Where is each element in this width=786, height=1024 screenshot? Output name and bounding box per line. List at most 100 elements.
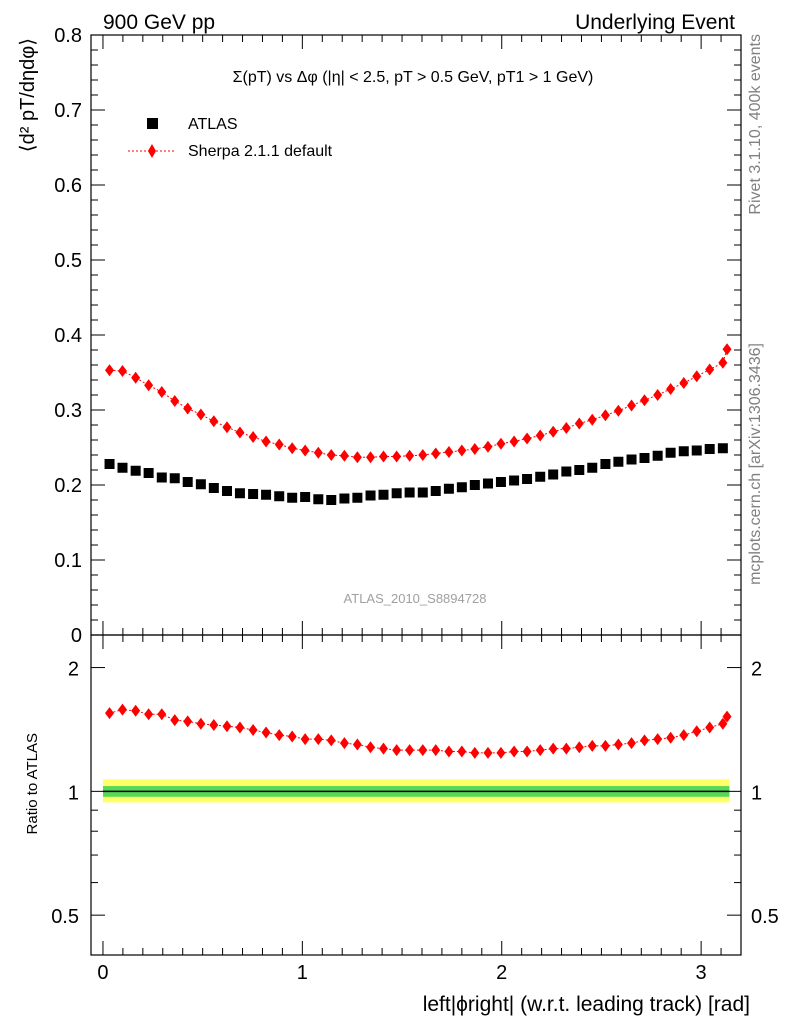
legend-sherpa-marker bbox=[148, 144, 156, 158]
atlas-point bbox=[274, 491, 285, 502]
ratio-sherpa-point bbox=[144, 708, 154, 721]
sherpa-point bbox=[548, 425, 558, 438]
sherpa-point bbox=[196, 408, 206, 421]
atlas-point bbox=[495, 477, 506, 487]
x-tick-label: 3 bbox=[696, 962, 707, 984]
sherpa-point bbox=[326, 449, 336, 461]
ratio-sherpa-point bbox=[627, 737, 637, 750]
atlas-point bbox=[522, 474, 533, 484]
main-y-tick-label: 0.2 bbox=[54, 475, 82, 497]
atlas-point bbox=[221, 486, 232, 496]
main-y-tick-label: 0.5 bbox=[54, 250, 82, 272]
sherpa-point bbox=[653, 389, 663, 401]
ratio-sherpa-point bbox=[666, 731, 676, 744]
ratio-y-tick-label: 0.5 bbox=[51, 906, 79, 928]
ratio-y-tick-label: 2 bbox=[68, 659, 79, 681]
atlas-point bbox=[287, 492, 298, 503]
sherpa-point bbox=[339, 449, 349, 462]
atlas-point bbox=[417, 487, 428, 498]
main-x-axis-ticks bbox=[102, 35, 742, 635]
atlas-point bbox=[717, 443, 728, 454]
ratio-sherpa-point bbox=[653, 733, 663, 746]
atlas-point bbox=[704, 444, 715, 454]
sherpa-point bbox=[561, 422, 571, 434]
sherpa-point bbox=[666, 383, 676, 395]
atlas-point bbox=[469, 480, 480, 490]
ratio-sherpa-point bbox=[392, 744, 402, 757]
atlas-point bbox=[443, 483, 454, 494]
ratio-sherpa-point bbox=[222, 720, 232, 733]
main-y-tick-label: 0.3 bbox=[54, 400, 82, 422]
sherpa-point bbox=[392, 450, 402, 463]
atlas-point bbox=[169, 473, 180, 484]
ratio-sherpa-point bbox=[418, 744, 428, 757]
ratio-sherpa-point bbox=[613, 738, 623, 751]
sherpa-point bbox=[574, 417, 584, 430]
ratio-sherpa-point bbox=[496, 746, 506, 759]
sherpa-point bbox=[105, 364, 115, 377]
sherpa-point bbox=[287, 442, 297, 455]
sherpa-point bbox=[366, 451, 376, 464]
sherpa-point bbox=[639, 394, 649, 407]
ratio-frame bbox=[90, 634, 742, 956]
main-panel: 0 0.1 0.2 0.3 0.4 0.5 0.6 0.7 0.8 Σ(pT) vs Δφ (|… bbox=[17, 25, 742, 647]
sherpa-point bbox=[718, 356, 728, 369]
atlas-point bbox=[339, 493, 350, 504]
atlas-point bbox=[234, 488, 245, 499]
sherpa-point bbox=[274, 438, 284, 451]
main-y-label: ⟨d² pT/dηdφ⟩ bbox=[17, 38, 39, 152]
sherpa-point bbox=[183, 402, 193, 415]
atlas-point bbox=[509, 475, 520, 486]
ratio-sherpa-point bbox=[170, 714, 180, 727]
ratio-sherpa-point bbox=[561, 742, 571, 755]
ratio-y-axis: 0.5 0.5 1 1 2 2 bbox=[51, 659, 779, 956]
sherpa-point bbox=[444, 446, 454, 458]
sherpa-point bbox=[209, 415, 219, 428]
atlas-point bbox=[352, 492, 363, 503]
ratio-sherpa-point bbox=[157, 708, 167, 721]
atlas-point bbox=[261, 489, 272, 500]
ratio-y-tick-label-right: 1 bbox=[751, 782, 762, 804]
ratio-x-axis: 0 1 2 3 bbox=[97, 635, 742, 984]
ratio-sherpa-point bbox=[366, 741, 376, 754]
atlas-point bbox=[456, 482, 467, 493]
atlas-point bbox=[574, 465, 585, 475]
sherpa-point bbox=[722, 343, 732, 356]
ratio-sherpa-point bbox=[339, 737, 349, 750]
atlas-point bbox=[665, 447, 676, 458]
ratio-sherpa-point bbox=[692, 725, 702, 738]
ratio-sherpa-point bbox=[470, 746, 480, 759]
sherpa-point bbox=[692, 370, 702, 383]
atlas-point bbox=[626, 454, 637, 465]
ratio-panel: 0.5 0.5 1 1 2 2 0 1 2 3 Ratio to ATLAS left|ϕrig… bbox=[24, 634, 779, 1016]
sherpa-point bbox=[613, 404, 623, 417]
sherpa-point bbox=[431, 447, 441, 460]
atlas-point bbox=[130, 465, 141, 476]
atlas-point bbox=[535, 471, 546, 482]
atlas-point bbox=[652, 450, 663, 461]
atlas-point bbox=[430, 486, 441, 496]
ratio-sherpa-point bbox=[274, 729, 284, 742]
sherpa-point bbox=[587, 413, 597, 426]
ratio-sherpa-point bbox=[379, 742, 388, 755]
ratio-sherpa-point bbox=[405, 744, 415, 757]
main-y-tick-label: 0.7 bbox=[54, 100, 82, 122]
ratio-sherpa-line bbox=[109, 709, 728, 754]
main-y-tick-label: 0.4 bbox=[54, 325, 82, 347]
ratio-sherpa-point bbox=[522, 745, 532, 758]
x-tick-label: 0 bbox=[97, 962, 108, 984]
atlas-point bbox=[613, 456, 624, 467]
header-left: 900 GeV pp bbox=[103, 11, 215, 34]
atlas-point bbox=[378, 489, 389, 500]
ratio-sherpa-point bbox=[600, 739, 610, 752]
sherpa-point bbox=[522, 432, 532, 445]
legend-atlas-label: ATLAS bbox=[188, 116, 238, 133]
atlas-point bbox=[195, 479, 206, 490]
atlas-point bbox=[313, 494, 324, 505]
atlas-point bbox=[600, 459, 611, 469]
ratio-y-tick-label-right: 0.5 bbox=[751, 906, 779, 928]
sherpa-point bbox=[705, 363, 715, 376]
atlas-point bbox=[248, 489, 259, 499]
ratio-y-tick-label-right: 2 bbox=[751, 659, 762, 681]
sherpa-point bbox=[509, 435, 519, 448]
